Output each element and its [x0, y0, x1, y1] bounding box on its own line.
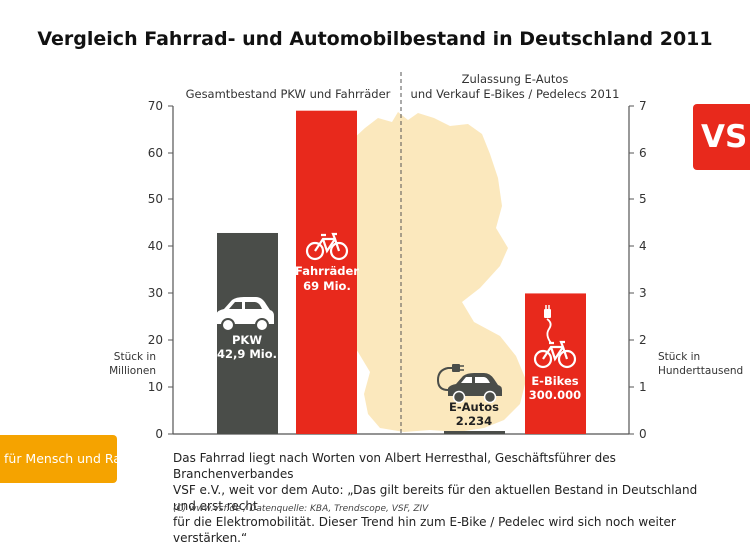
left-tick-label: 40 — [148, 239, 163, 253]
ebike-value-label: 300.000 — [529, 388, 581, 402]
fahrrad-name-label: Fahrräder — [295, 264, 359, 278]
source-note: (C) www.vsf.de / Datenquelle: KBA, Trend… — [173, 504, 429, 514]
car-icon — [216, 297, 274, 332]
left-unit-line2: Millionen — [109, 365, 156, 377]
bar-fahrraeder — [296, 110, 357, 434]
left-unit-line1: Stück in — [113, 351, 156, 363]
eauto-name-label: E-Autos — [449, 400, 499, 414]
right-tick-label: 6 — [639, 146, 647, 160]
germany-map-shape — [304, 112, 526, 432]
right-tick-label: 4 — [639, 239, 647, 253]
right-axis-ticks — [629, 105, 634, 435]
slogan-badge: für Mensch und Rad — [0, 435, 129, 483]
chart-title: Vergleich Fahrrad- und Automobilbestand … — [37, 28, 713, 50]
quote-line: Das Fahrrad liegt nach Worten von Albert… — [173, 451, 616, 481]
quote-line: VSF e.V., weit vor dem Auto: „Das gilt b… — [173, 483, 698, 513]
right-tick-label: 1 — [639, 380, 647, 394]
right-tick-label: 0 — [639, 427, 647, 441]
bar-e-bikes — [525, 293, 586, 434]
left-axis-ticks — [168, 105, 173, 435]
right-chart-subtitle-line2: und Verkauf E-Bikes / Pedelecs 2011 — [410, 87, 620, 101]
left-tick-label: 0 — [155, 427, 163, 441]
e-car-icon — [436, 364, 502, 404]
bicycle-icon — [305, 232, 349, 261]
quote-text: Das Fahrrad liegt nach Worten von Albert… — [173, 450, 713, 546]
right-tick-label: 2 — [639, 333, 647, 347]
left-tick-label: 10 — [148, 380, 163, 394]
right-tick-label: 7 — [639, 99, 647, 113]
left-tick-label: 70 — [148, 99, 163, 113]
bar-pkw — [217, 232, 278, 434]
left-tick-label: 30 — [148, 286, 163, 300]
right-chart-subtitle-line1: Zulassung E-Autos — [461, 72, 569, 86]
vsf-logo: VSF — [693, 104, 750, 170]
ebike-name-label: E-Bikes — [531, 374, 578, 388]
right-unit-line2: Hunderttausend — [658, 365, 744, 377]
eauto-value-label: 2.234 — [456, 414, 492, 428]
e-bike-icon — [533, 305, 577, 369]
right-tick-label: 5 — [639, 192, 647, 206]
left-chart-subtitle: Gesamtbestand PKW und Fahrräder — [185, 87, 391, 101]
pkw-value-label: 42,9 Mio. — [217, 347, 277, 361]
right-tick-label: 3 — [639, 286, 647, 300]
pkw-name-label: PKW — [232, 333, 262, 347]
left-tick-label: 50 — [148, 192, 163, 206]
fahrrad-value-label: 69 Mio. — [303, 279, 351, 293]
bar-e-autos — [444, 431, 505, 434]
left-tick-label: 60 — [148, 146, 163, 160]
quote-line: für die Elektromobilität. Dieser Trend h… — [173, 515, 676, 545]
left-tick-label: 20 — [148, 333, 163, 347]
right-unit-line1: Stück in — [658, 351, 701, 363]
